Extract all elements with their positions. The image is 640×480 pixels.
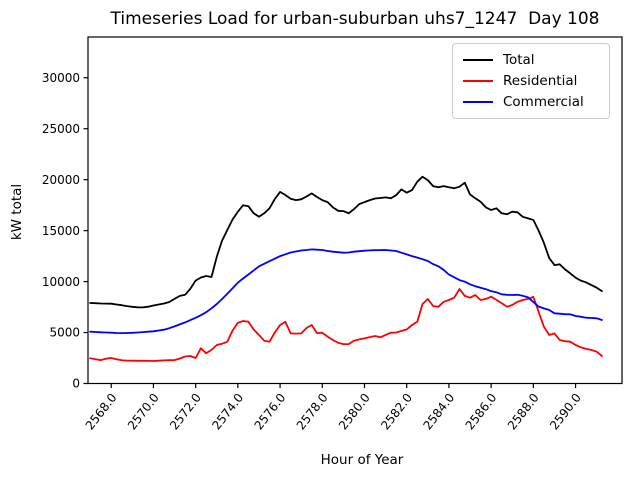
commercial-line: [89, 248, 603, 335]
x-tick-label: 2590.0: [547, 391, 584, 433]
residential-line: [89, 288, 603, 362]
legend-item-total: Total: [463, 52, 601, 68]
x-tick-label: 2574.0: [209, 391, 246, 433]
x-tick-label: 2582.0: [378, 391, 415, 433]
x-tick-label: 2570.0: [125, 391, 162, 433]
legend-line-residential: [463, 80, 493, 82]
x-tick-label: 2568.0: [83, 391, 120, 433]
x-tick-label: 2588.0: [505, 391, 542, 433]
y-tick-label: 10000: [42, 275, 80, 289]
legend-line-commercial: [463, 101, 493, 103]
y-tick-label: 5000: [49, 326, 80, 340]
legend-label-total: Total: [503, 52, 535, 68]
legend-item-commercial: Commercial: [463, 94, 601, 110]
total-line: [89, 175, 603, 309]
x-tick-label: 2586.0: [463, 391, 500, 433]
y-tick-label: 15000: [42, 224, 80, 238]
chart-title: Timeseries Load for urban-suburban uhs7_…: [110, 9, 600, 29]
x-tick-label: 2584.0: [420, 391, 457, 433]
legend-label-commercial: Commercial: [503, 94, 584, 110]
legend-label-residential: Residential: [503, 73, 578, 89]
legend-line-total: [463, 59, 493, 61]
y-tick-label: 25000: [42, 122, 80, 136]
y-tick-label: 30000: [42, 71, 80, 85]
axes-frame: [87, 36, 623, 385]
y-axis-label: kW total: [9, 184, 25, 240]
legend-item-residential: Residential: [463, 73, 601, 89]
y-tick-label: 0: [72, 377, 80, 391]
x-tick-label: 2578.0: [294, 391, 331, 433]
x-tick-label: 2580.0: [336, 391, 373, 433]
legend: Total Residential Commercial: [452, 43, 610, 119]
x-tick-label: 2572.0: [167, 391, 204, 433]
x-axis-label: Hour of Year: [321, 452, 404, 468]
x-tick-label: 2576.0: [252, 391, 289, 433]
y-tick-label: 20000: [42, 173, 80, 187]
